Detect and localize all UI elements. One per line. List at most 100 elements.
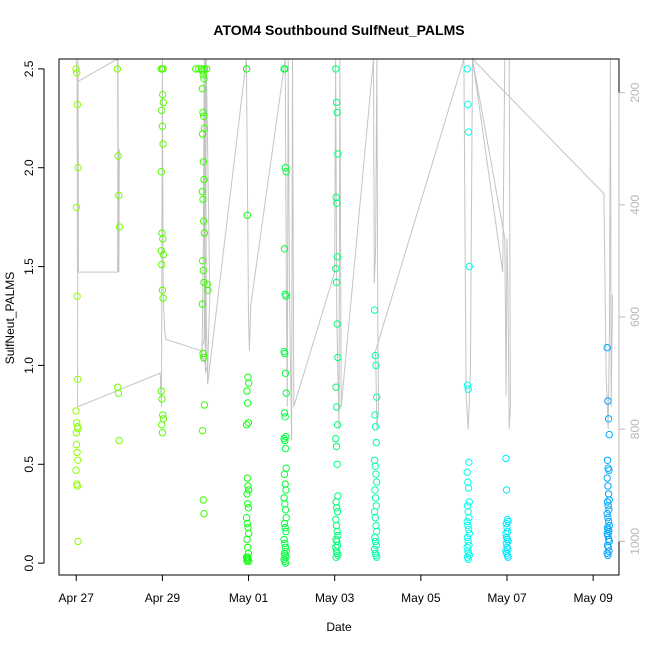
- data-point: [282, 527, 290, 536]
- data-point: [159, 251, 168, 259]
- data-point: [200, 510, 208, 518]
- data-point: [281, 480, 289, 488]
- data-point: [73, 100, 82, 109]
- y-tick-label: 0.5: [22, 456, 36, 473]
- data-point: [371, 423, 380, 431]
- data-point: [603, 474, 611, 482]
- data-point: [281, 444, 290, 453]
- data-point: [280, 245, 289, 253]
- data-point: [243, 211, 252, 219]
- data-point: [463, 517, 471, 526]
- data-point: [199, 496, 208, 504]
- data-point: [464, 508, 472, 516]
- data-point: [198, 427, 207, 435]
- data-point: [605, 506, 613, 514]
- data-point: [372, 541, 380, 549]
- data-point: [463, 533, 472, 542]
- data-point: [280, 494, 288, 502]
- y2-tick-label: 200: [628, 82, 642, 102]
- data-point: [282, 389, 290, 397]
- data-point: [604, 490, 613, 498]
- data-point: [159, 294, 167, 302]
- data-point: [371, 462, 379, 470]
- data-point: [72, 65, 80, 73]
- data-point: [332, 515, 340, 524]
- data-point: [332, 278, 341, 287]
- data-point: [333, 421, 342, 429]
- data-point: [199, 158, 208, 166]
- depth-trace-line: [75, 57, 613, 441]
- data-point: [202, 65, 211, 73]
- series-5: [280, 65, 290, 567]
- data-point: [74, 164, 82, 172]
- data-point: [603, 498, 612, 506]
- data-point: [605, 496, 613, 504]
- data-point: [73, 448, 81, 457]
- data-point: [604, 514, 612, 522]
- y-tick-label: 2.0: [22, 159, 36, 176]
- data-point: [604, 551, 612, 559]
- data-point: [372, 438, 380, 447]
- data-point: [282, 486, 290, 494]
- data-point: [333, 504, 341, 512]
- data-point: [334, 531, 342, 540]
- data-point: [72, 429, 81, 437]
- data-point: [115, 191, 123, 200]
- data-point: [373, 553, 381, 561]
- data-point: [605, 466, 613, 474]
- data-point: [242, 421, 251, 429]
- data-point: [281, 349, 289, 358]
- data-point: [243, 557, 251, 565]
- data-point: [332, 65, 340, 73]
- data-point: [502, 454, 510, 463]
- data-point: [464, 385, 472, 393]
- data-point: [603, 456, 612, 464]
- series-10: [603, 343, 613, 559]
- data-point: [157, 247, 166, 255]
- data-point: [465, 498, 473, 506]
- data-point: [74, 425, 82, 433]
- data-point: [74, 456, 82, 464]
- data-point: [243, 490, 251, 498]
- data-point: [465, 262, 473, 271]
- data-point: [72, 466, 80, 474]
- data-point: [159, 140, 167, 148]
- x-tick-label: Apr 27: [59, 591, 95, 605]
- x-tick-label: May 07: [487, 591, 527, 605]
- data-point: [371, 486, 379, 494]
- series-8: [463, 65, 473, 563]
- data-point: [332, 98, 341, 107]
- y-tick-label: 1.0: [22, 357, 36, 374]
- data-point: [243, 535, 251, 544]
- data-point: [281, 539, 289, 548]
- series-1: [113, 65, 124, 445]
- data-point: [200, 217, 208, 225]
- data-point: [281, 559, 290, 567]
- data-point: [281, 436, 289, 445]
- data-point: [332, 383, 340, 391]
- data-point: [332, 434, 340, 443]
- data-point: [464, 555, 472, 563]
- data-point: [603, 510, 611, 518]
- data-point: [371, 533, 379, 542]
- data-point: [332, 553, 340, 561]
- data-point: [73, 292, 81, 300]
- series-9: [502, 454, 512, 561]
- data-point: [243, 474, 252, 482]
- data-point: [281, 164, 290, 172]
- data-point: [200, 229, 209, 237]
- data-point: [157, 387, 166, 395]
- data-point: [603, 343, 611, 352]
- data-point: [371, 537, 380, 546]
- data-point: [245, 486, 253, 494]
- data-point: [158, 106, 166, 115]
- data-point: [200, 175, 208, 184]
- data-point: [333, 403, 341, 411]
- data-point: [281, 500, 289, 508]
- data-point: [242, 514, 251, 522]
- data-point: [199, 195, 207, 204]
- data-point: [604, 397, 612, 405]
- data-point: [200, 75, 208, 83]
- x-tick-label: May 01: [229, 591, 269, 605]
